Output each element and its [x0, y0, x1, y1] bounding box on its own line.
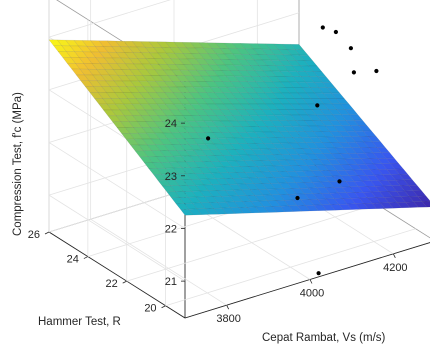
x-tick-label: 4000: [300, 288, 324, 300]
z-tick-label: 22: [165, 223, 177, 235]
data-point: [351, 70, 356, 75]
data-point: [316, 271, 321, 276]
surface-patch: [417, 195, 430, 202]
x-axis-label: Cepat Rambat, Vs (m/s): [262, 332, 386, 344]
data-point: [333, 29, 338, 35]
surface-patch: [421, 201, 430, 208]
data-point: [206, 136, 211, 141]
grid-line: [48, 142, 186, 229]
x-tick-label: 4200: [383, 262, 407, 274]
y-tick-label: 20: [144, 303, 156, 315]
fitted-surface: [48, 39, 430, 216]
x-axis-line: [184, 242, 430, 319]
x-tick-mark: [392, 253, 396, 259]
grid-line: [90, 218, 227, 306]
y-axis-label: Hammer Test, R: [38, 316, 121, 328]
y-tick-mark: [122, 280, 127, 284]
surface-patch: [376, 147, 391, 153]
data-point: [374, 68, 379, 74]
grid-line: [48, 194, 186, 282]
z-tick-label: 21: [165, 276, 177, 288]
surface-patch: [380, 152, 395, 159]
surface-patch: [367, 136, 381, 143]
surface-patch: [312, 71, 327, 78]
data-point: [295, 195, 300, 201]
z-tick-label: 24: [165, 118, 177, 130]
data-point: [315, 103, 320, 108]
y-axis-line: [48, 231, 186, 319]
z-axis-label: Compression Test, f'c (MPa): [12, 92, 24, 236]
grid-line: [165, 228, 416, 307]
x-tick-mark: [226, 304, 230, 310]
y-tick-label: 24: [67, 254, 79, 266]
x-tick-mark: [309, 279, 313, 284]
y-tick-label: 22: [105, 278, 117, 290]
data-point: [320, 25, 325, 30]
y-tick-label: 26: [28, 229, 40, 241]
data-point: [348, 46, 353, 51]
y-tick-mark: [83, 256, 89, 259]
x-tick-label: 3800: [216, 313, 240, 325]
z-tick-label: 23: [165, 171, 177, 183]
grid-line: [126, 203, 377, 282]
data-point: [337, 179, 342, 184]
y-tick-mark: [161, 305, 166, 309]
surface-patch: [299, 54, 313, 61]
tick-labels: 3800 4000 4200 20 22 24 26 21 22 23 24: [28, 118, 408, 325]
data-points: [206, 25, 379, 276]
y-tick-mark: [44, 231, 50, 235]
surface-patch: [390, 163, 404, 170]
